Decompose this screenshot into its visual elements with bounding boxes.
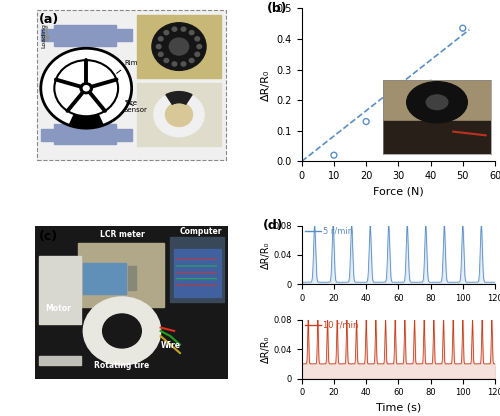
Y-axis label: ΔR/R₀: ΔR/R₀	[260, 241, 270, 269]
Bar	[138, 15, 220, 78]
Circle shape	[172, 27, 177, 31]
Bar	[39, 357, 82, 365]
Bar	[170, 238, 224, 302]
Circle shape	[152, 23, 206, 70]
Circle shape	[195, 37, 200, 41]
Point	[459, 25, 467, 32]
Circle shape	[84, 86, 89, 91]
Text: (a): (a)	[39, 13, 59, 26]
Circle shape	[84, 297, 160, 365]
Bar	[128, 266, 136, 290]
Circle shape	[181, 62, 186, 66]
Text: Tire
Sensor: Tire Sensor	[124, 100, 148, 114]
Circle shape	[164, 59, 168, 62]
Bar	[37, 10, 226, 160]
Wedge shape	[70, 115, 103, 127]
Point	[426, 80, 434, 87]
Circle shape	[164, 30, 168, 35]
Text: LCR meter: LCR meter	[100, 230, 144, 240]
Bar	[78, 243, 164, 307]
X-axis label: Time (s): Time (s)	[376, 403, 421, 413]
Bar	[138, 83, 220, 146]
Circle shape	[181, 27, 186, 31]
Bar	[174, 249, 220, 297]
Text: (d): (d)	[263, 218, 283, 232]
Text: Motor: Motor	[46, 304, 71, 312]
Text: Rotating tire: Rotating tire	[94, 362, 150, 370]
Bar	[114, 29, 132, 41]
Circle shape	[158, 52, 163, 56]
Bar	[41, 29, 58, 41]
Text: (c): (c)	[39, 230, 58, 243]
Bar	[54, 25, 116, 46]
Text: Loading: Loading	[42, 23, 47, 48]
Circle shape	[41, 48, 132, 128]
Point	[362, 118, 370, 125]
Circle shape	[170, 38, 188, 55]
Point	[330, 152, 338, 158]
Bar	[39, 256, 82, 324]
Bar	[41, 129, 58, 141]
Circle shape	[80, 83, 92, 94]
X-axis label: Force (N): Force (N)	[373, 187, 424, 197]
Text: Computer: Computer	[180, 227, 222, 236]
Circle shape	[102, 314, 142, 348]
Circle shape	[154, 92, 204, 137]
Circle shape	[166, 103, 192, 126]
Bar	[84, 263, 126, 294]
Wedge shape	[166, 92, 192, 104]
Text: 5 r/min: 5 r/min	[322, 226, 353, 235]
Circle shape	[190, 30, 194, 35]
Bar	[114, 129, 132, 141]
Circle shape	[158, 37, 163, 41]
Circle shape	[195, 52, 200, 56]
Y-axis label: ΔR/R₀: ΔR/R₀	[260, 335, 270, 363]
Y-axis label: ΔR/R₀: ΔR/R₀	[261, 69, 271, 101]
Text: 10 r/min: 10 r/min	[322, 320, 358, 329]
Text: (b): (b)	[267, 2, 287, 15]
Circle shape	[190, 59, 194, 62]
Bar	[54, 124, 116, 144]
Text: Wire: Wire	[160, 341, 180, 350]
Text: Rim: Rim	[116, 60, 138, 73]
Circle shape	[172, 62, 177, 66]
Circle shape	[197, 45, 202, 49]
Circle shape	[156, 45, 161, 49]
